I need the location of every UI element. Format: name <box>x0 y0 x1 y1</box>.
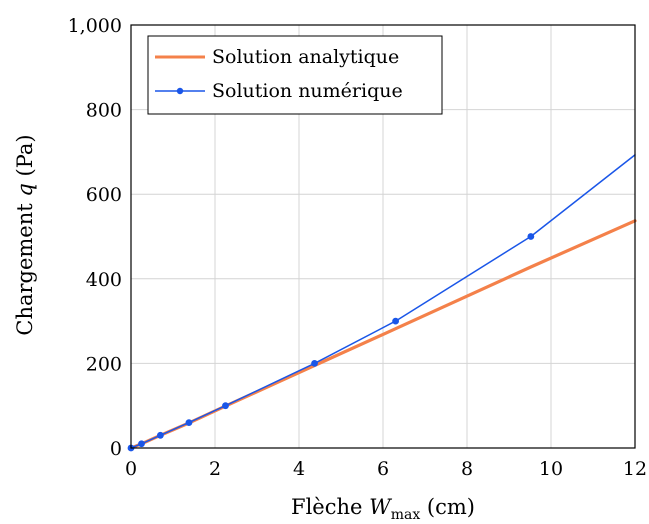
x-axis-title-prefix: Flèche <box>291 495 369 519</box>
data-point-numerique <box>185 419 193 427</box>
y-tick-label: 400 <box>86 269 122 291</box>
x-tick-label: 10 <box>539 458 563 480</box>
plot-frame <box>130 24 636 449</box>
y-axis-title: Chargement q (Pa) <box>13 134 37 335</box>
x-tick-labels: 0 2 4 6 8 10 12 <box>125 458 647 480</box>
x-tick-label: 2 <box>209 458 221 480</box>
legend-label-analytique: Solution analytique <box>212 46 399 68</box>
data-point-numerique <box>527 233 535 240</box>
data-point-numerique <box>311 360 318 367</box>
x-tick-label: 4 <box>293 458 305 480</box>
y-axis-title-prefix: Chargement <box>13 197 37 336</box>
y-tick-label: 600 <box>86 184 122 206</box>
data-point-numerique <box>222 402 229 410</box>
x-tick-label: 8 <box>461 458 473 480</box>
legend-label-numerique: Solution numérique <box>212 80 403 102</box>
x-axis-title-subscript: max <box>391 507 421 523</box>
y-axis-title-suffix: (Pa) <box>13 134 37 183</box>
y-axis-title-symbol: q <box>13 183 37 196</box>
y-tick-label: 800 <box>86 100 122 122</box>
legend-marker-numerique <box>176 87 184 95</box>
legend: Solution analytique Solution numérique <box>147 35 443 115</box>
y-tick-label: 1,000 <box>68 15 122 37</box>
y-tick-labels: 0 200 400 600 800 1,000 <box>68 15 122 460</box>
legend-box <box>147 35 443 115</box>
x-axis-title: Flèche Wmax (cm) <box>291 495 475 523</box>
data-point-numerique <box>392 317 399 325</box>
x-tick-label: 0 <box>125 458 137 480</box>
data-point-numerique <box>138 440 145 448</box>
x-tick-label: 6 <box>377 458 389 480</box>
data-point-numerique <box>157 431 164 439</box>
x-axis-title-suffix: (cm) <box>420 495 475 519</box>
x-axis-title-symbol: W <box>369 495 393 519</box>
y-tick-label: 0 <box>110 438 122 460</box>
x-tick-label: 12 <box>623 458 647 480</box>
y-tick-label: 200 <box>86 353 122 375</box>
series-layer <box>127 154 637 452</box>
